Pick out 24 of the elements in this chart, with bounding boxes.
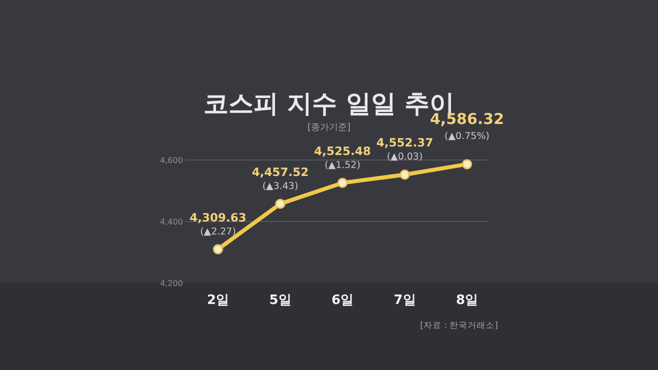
- point: [462, 159, 472, 170]
- data-label: 4,457.52: [252, 164, 309, 179]
- point: [212, 244, 224, 254]
- point: [275, 198, 286, 209]
- annotation: (▲0.75%): [444, 131, 490, 142]
- x-tick-label: 7일: [394, 293, 416, 308]
- point: [337, 178, 348, 188]
- x-tick-label: 6일: [331, 293, 354, 308]
- annotation: (▲0.03): [386, 152, 423, 163]
- y-tick-label: 4,200: [160, 279, 183, 288]
- y-tick-label: 4,400: [160, 218, 183, 226]
- x-tick-label: 8일: [456, 293, 478, 308]
- annotation: (▲3.43): [262, 180, 298, 192]
- x-tick-label: 2일: [206, 293, 230, 308]
- text: [자료 : 한국거래소]: [420, 321, 498, 331]
- point: [400, 170, 410, 180]
- data-label: 4,552.37: [376, 136, 434, 150]
- annotation: (▲1.52): [324, 160, 360, 171]
- chart-subtitle: [종가기준]: [307, 123, 351, 133]
- annotation: (▲2.27): [200, 226, 236, 238]
- x-tick-label: 5일: [269, 293, 292, 308]
- y-tick-label: 4,600: [160, 156, 183, 165]
- data-label: 4,525.48: [314, 144, 371, 158]
- data-label: 4,309.63: [190, 210, 246, 224]
